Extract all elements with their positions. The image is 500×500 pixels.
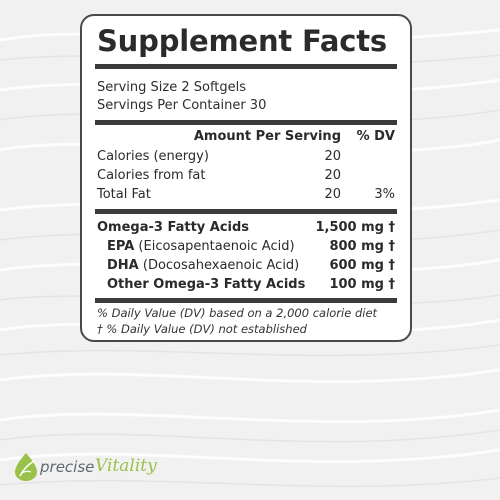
panel-title: Supplement Facts <box>97 24 387 58</box>
servings-per-container: Servings Per Container 30 <box>97 98 267 113</box>
nutrient-row: Calories (energy) 20 <box>97 149 395 167</box>
thick-divider <box>95 120 397 125</box>
nutrient-amount: 20 <box>324 187 341 202</box>
amount-header: Amount Per Serving <box>193 129 341 144</box>
sub-abbr: DHA <box>107 258 139 273</box>
supplement-facts-panel: Supplement Facts Serving Size 2 Softgels… <box>80 14 412 342</box>
sub-name: (Docosahexaenoic Acid) <box>142 258 300 273</box>
thick-divider <box>95 64 397 69</box>
sub-abbr: Other Omega-3 Fatty Acids <box>107 277 306 292</box>
nutrient-label: Calories from fat <box>97 168 206 183</box>
nutrient-amount: 20 <box>324 149 341 164</box>
footnote: † % Daily Value (DV) not established <box>97 322 307 336</box>
thick-divider <box>95 209 397 214</box>
sub-amount: 600 mg † <box>329 258 395 273</box>
nutrient-label: Calories (energy) <box>97 149 209 164</box>
sub-nutrient-row: DHA (Docosahexaenoic Acid) 600 mg † <box>97 258 395 276</box>
sub-name: (Eicosapentaenoic Acid) <box>138 239 295 254</box>
nutrient-row: Calories from fat 20 <box>97 168 395 186</box>
omega-label: Omega-3 Fatty Acids <box>97 220 250 235</box>
thick-divider <box>95 298 397 303</box>
sub-abbr: EPA <box>107 239 135 254</box>
brand-logo: precise Vitality <box>12 450 202 486</box>
nutrient-amount: 20 <box>324 168 341 183</box>
sub-nutrient-row: EPA (Eicosapentaenoic Acid) 800 mg † <box>97 239 395 257</box>
nutrient-dv: 3% <box>374 187 395 202</box>
sub-amount: 800 mg † <box>329 239 395 254</box>
nutrient-label: Total Fat <box>97 187 151 202</box>
nutrient-row: Total Fat 20 3% <box>97 187 395 205</box>
serving-size: Serving Size 2 Softgels <box>97 80 247 95</box>
leaf-drop-icon <box>15 453 37 481</box>
sub-nutrient-row: Other Omega-3 Fatty Acids 100 mg † <box>97 277 395 295</box>
brand-name-part1: precise <box>40 458 95 476</box>
omega-amount: 1,500 mg † <box>315 220 395 235</box>
sub-amount: 100 mg † <box>329 277 395 292</box>
brand-name-part2: Vitality <box>95 456 157 476</box>
omega-row: Omega-3 Fatty Acids 1,500 mg † <box>97 220 395 238</box>
header-row: Amount Per Serving % DV <box>97 129 395 147</box>
dv-header: % DV <box>356 129 395 144</box>
footnote: % Daily Value (DV) based on a 2,000 calo… <box>97 306 378 320</box>
